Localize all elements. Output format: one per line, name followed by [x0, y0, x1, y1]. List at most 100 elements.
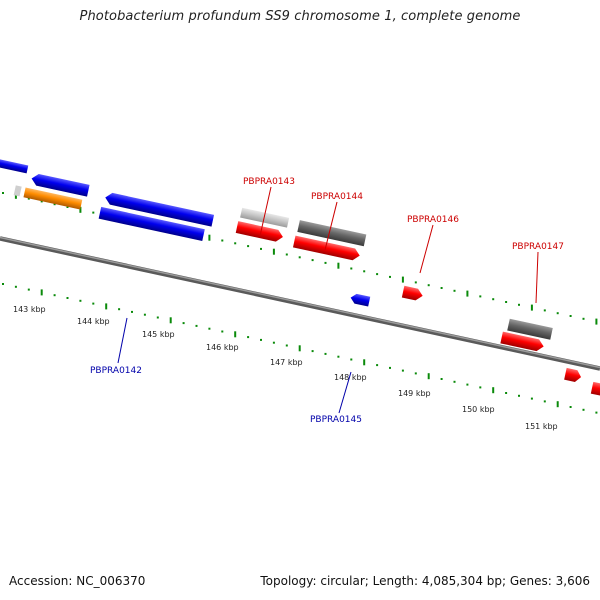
- scale-tick: [350, 267, 353, 270]
- scale-labels: 143 kbp 144 kbp 145 kbp 146 kbp 147 kbp …: [13, 305, 558, 431]
- scale-tick: [169, 317, 172, 324]
- scale-label-143: 143 kbp: [13, 305, 46, 314]
- scale-tick: [479, 295, 482, 298]
- scale-tick: [453, 289, 456, 292]
- scale-tick: [195, 324, 198, 327]
- scale-tick: [260, 338, 262, 341]
- scale-tick: [350, 358, 353, 361]
- scale-tick: [530, 304, 533, 311]
- scale-tick: [582, 317, 585, 320]
- chromosome-backbone: [0, 236, 600, 371]
- scale-tick: [595, 318, 598, 325]
- scale-label-146: 146 kbp: [206, 343, 239, 352]
- gene-pbpra0147[interactable]: [507, 318, 553, 340]
- gene-label-pbpra0142[interactable]: PBPRA0142: [90, 366, 142, 376]
- scale-tick: [414, 372, 417, 375]
- gene-label-pbpra0147[interactable]: PBPRA0147: [512, 242, 564, 252]
- scale-tick: [118, 308, 121, 311]
- gene-pbpra0146[interactable]: [401, 285, 424, 302]
- scale-label-144: 144 kbp: [77, 317, 110, 326]
- scale-tick: [2, 283, 4, 285]
- gene-pbpra0149[interactable]: [590, 381, 600, 397]
- scale-tick: [530, 397, 533, 400]
- scale-tick: [453, 380, 456, 383]
- scale-tick: [221, 239, 224, 242]
- scale-tick: [543, 400, 546, 403]
- scale-tick: [40, 200, 43, 203]
- gene-pbpra0142[interactable]: [98, 206, 205, 242]
- scale-tick: [376, 273, 379, 276]
- gene-pbpra0143-red[interactable]: [235, 221, 284, 243]
- scale-tick: [208, 234, 211, 241]
- scale-tick: [556, 401, 559, 408]
- scale-tick: [492, 298, 495, 301]
- scale-tick: [337, 355, 340, 358]
- gene-pbpra0148[interactable]: [564, 367, 582, 383]
- scale-tick: [79, 299, 82, 302]
- scale-label-149: 149 kbp: [398, 389, 431, 398]
- scale-tick: [543, 309, 546, 312]
- gene-small-tab[interactable]: [13, 185, 22, 197]
- gene-blue-large[interactable]: [104, 192, 215, 227]
- scale-tick: [401, 276, 404, 283]
- scale-label-148: 148 kbp: [334, 373, 367, 382]
- gene-label-pbpra0144[interactable]: PBPRA0144: [311, 192, 363, 202]
- scale-tick: [440, 378, 443, 380]
- scale-tick: [14, 192, 17, 199]
- scale-tick: [440, 287, 443, 289]
- scale-tick: [208, 327, 211, 330]
- scale-tick: [427, 284, 430, 287]
- gene-label-pbpra0146[interactable]: PBPRA0146: [407, 215, 459, 225]
- feature-track: [0, 153, 600, 397]
- scale-tick: [272, 341, 275, 344]
- scale-tick: [2, 192, 4, 194]
- scale-tick: [466, 383, 469, 386]
- gene-label-pbpra0143[interactable]: PBPRA0143: [243, 177, 295, 187]
- scale-tick: [131, 310, 133, 313]
- scale-tick: [247, 245, 250, 248]
- scale-tick: [582, 408, 585, 411]
- scale-label-147: 147 kbp: [270, 358, 303, 367]
- gene-pbpra0141[interactable]: [0, 153, 29, 174]
- scale-tick: [311, 259, 314, 262]
- accession-text: Accession: NC_006370: [9, 574, 146, 588]
- scale-tick: [556, 312, 559, 315]
- scale-tick: [285, 344, 288, 347]
- scale-tick: [311, 350, 314, 353]
- scale-tick: [182, 322, 185, 325]
- scale-tick: [234, 242, 237, 245]
- outer-scale-ruler: [2, 192, 598, 325]
- gene-pbpra0144-red[interactable]: [292, 235, 361, 262]
- scale-tick: [79, 206, 82, 213]
- scale-tick: [479, 386, 482, 389]
- scale-tick: [595, 411, 598, 414]
- scale-tick: [27, 288, 30, 291]
- gene-pbpra0140[interactable]: [30, 173, 90, 197]
- connector-pbpra0146: [419, 224, 434, 274]
- connector-pbpra0142: [117, 317, 128, 364]
- gene-label-pbpra0145[interactable]: PBPRA0145: [310, 415, 362, 425]
- gene-pbpra0147-red[interactable]: [500, 331, 545, 353]
- inner-scale-ruler: [2, 283, 598, 414]
- scale-tick: [260, 247, 262, 250]
- scale-tick: [427, 373, 430, 380]
- scale-tick: [14, 285, 17, 288]
- scale-tick: [505, 392, 508, 394]
- gene-pbpra0145[interactable]: [350, 293, 371, 307]
- scale-tick: [298, 345, 301, 352]
- scale-tick: [389, 275, 391, 278]
- gene-orange-rna[interactable]: [23, 187, 83, 210]
- scale-tick: [53, 203, 56, 206]
- scale-tick: [272, 248, 275, 255]
- scale-tick: [569, 315, 572, 317]
- scale-tick: [569, 406, 572, 408]
- gene-pbpra0144[interactable]: [297, 220, 367, 247]
- scale-tick: [221, 330, 224, 333]
- scale-tick: [92, 211, 95, 214]
- scale-tick: [27, 197, 30, 200]
- scale-tick: [376, 364, 379, 367]
- label-connectors: [117, 186, 539, 414]
- scale-tick: [247, 336, 250, 339]
- scale-tick: [389, 366, 391, 369]
